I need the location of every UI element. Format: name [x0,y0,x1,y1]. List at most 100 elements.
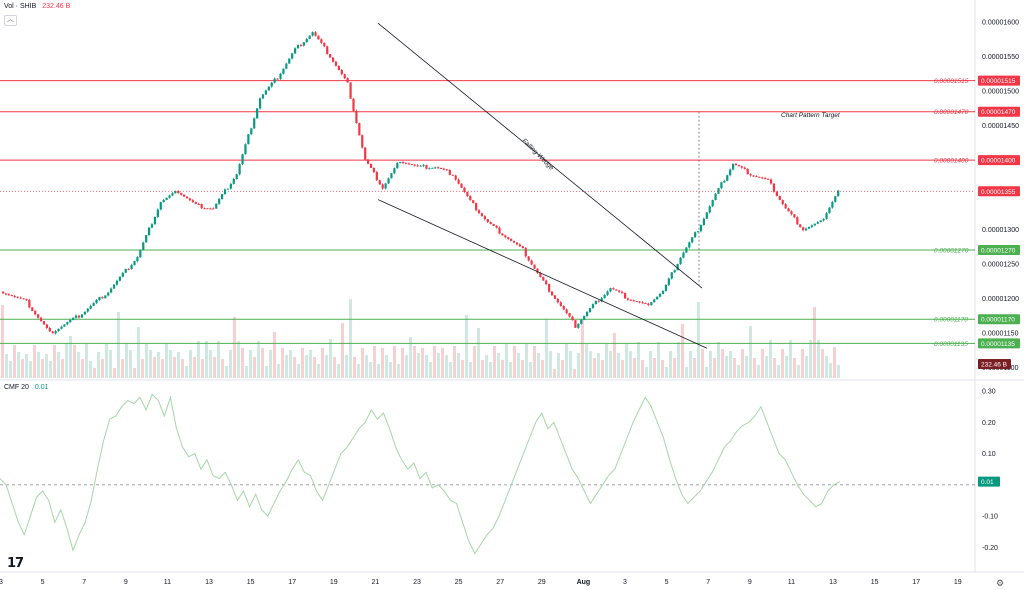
volume-bar [381,348,384,378]
candle-down [495,225,498,228]
candle-down [402,162,405,164]
volume-bar [833,347,836,378]
candle-down [784,204,787,209]
candle-down [22,298,25,300]
candle-down [615,289,618,291]
candle-up [422,165,425,167]
candle-up [577,323,580,328]
candle-down [331,57,335,62]
candle-up [253,118,256,129]
volume-bar [309,350,312,378]
volume-bar [597,353,600,378]
volume-bar [737,365,740,378]
cmf-value-badge [978,476,1000,487]
volume-bar [389,362,392,378]
volume-bar [241,348,244,378]
candle-down [329,54,332,58]
candle-up [250,128,253,135]
volume-bar [513,346,516,378]
candle-down [188,198,192,201]
volume-bar [105,343,108,378]
candle-up [69,319,72,323]
volume-bar [429,362,432,378]
cmf-tick-label: 0.20 [982,420,996,427]
candle-down [197,203,200,205]
candle-down [542,276,545,281]
candle-down [37,314,40,318]
candle-up [153,216,157,225]
volume-bar [81,359,84,378]
volume-bar [613,333,616,378]
candle-up [118,276,121,281]
volume-legend: Vol · SHIB 232.46 B [4,3,70,10]
time-tick-label: 7 [706,579,710,586]
candle-down [381,184,384,189]
candle-up [606,291,609,295]
time-tick-label: 13 [205,579,213,586]
volume-bar [793,358,796,378]
time-tick-label: 11 [788,579,795,586]
time-tick-label: 25 [455,579,463,586]
candle-up [720,182,723,189]
time-tick-label: 15 [247,579,255,586]
volume-bar [725,356,728,378]
level-label: 0.00001400 [934,158,969,165]
volume-bar [777,365,780,378]
candle-up [294,48,297,54]
volume-bar [329,339,332,378]
candle-up [215,203,218,209]
last-price-badge [978,186,1020,197]
candle-down [632,300,635,302]
candle-up [133,261,136,266]
time-tick-label: 5 [665,579,669,586]
volume-bar [549,351,552,378]
volume-bar [321,348,324,378]
candle-up [807,227,811,229]
volume-bar [733,358,736,378]
volume-bar [193,357,196,378]
volume-bar [761,349,764,378]
candle-up [661,291,665,294]
chevron-up-icon[interactable]: ︿ [4,15,17,26]
candle-up [162,199,165,203]
volume-bar [213,357,216,378]
volume-bar [1,305,4,378]
volume-bar [621,360,624,378]
gear-icon[interactable]: ⚙ [996,578,1005,588]
candle-up [393,168,396,174]
candle-up [834,196,837,202]
volume-bar [337,364,340,378]
level-label: 0.00001135 [934,341,968,348]
volume-bar [61,359,64,378]
tradingview-logo[interactable]: 17 [7,556,24,571]
candle-up [591,304,595,309]
time-tick-label: 23 [413,579,421,586]
candle-down [793,214,796,218]
candle-down [565,309,568,314]
candle-down [410,164,413,166]
candle-down [334,61,338,66]
candle-down [618,290,621,292]
candle-up [98,297,101,301]
volume-bar [497,353,500,378]
candle-down [796,217,799,225]
candle-up [258,98,262,109]
candle-up [828,207,831,214]
volume-bar [153,357,156,378]
candle-down [2,291,5,294]
volume-bar [789,340,792,378]
candle-down [568,313,571,317]
candle-up [679,257,682,264]
candle-up [732,163,735,170]
candle-down [781,200,784,205]
candle-down [440,167,443,169]
price-tick-label: 0.00001200 [982,296,1019,303]
candle-up [273,78,276,83]
candle-down [7,294,11,296]
candle-down [550,291,554,296]
candle-up [57,328,60,332]
candle-down [597,300,600,302]
candle-up [583,315,586,320]
candle-down [437,167,440,169]
